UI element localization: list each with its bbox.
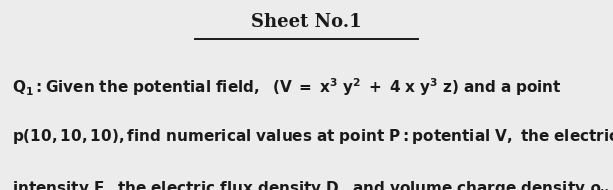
Text: $\mathbf{Q_1}$$\mathbf{:Given\ the\ potential\ field,\ \ (V\ =\ x^3\ y^2\ +\ 4\ : $\mathbf{Q_1}$$\mathbf{:Given\ the\ pote… <box>12 76 562 98</box>
Text: $\mathbf{p(10,10,10),find\ numerical\ values\ at\ point\ P:potential\ V,\ the\ e: $\mathbf{p(10,10,10),find\ numerical\ va… <box>12 127 613 146</box>
Text: Sheet No.1: Sheet No.1 <box>251 13 362 31</box>
Text: $\mathbf{intensity\ E,\ the\ electric\ flux\ density\ D\ ,and\ volume\ charge\ d: $\mathbf{intensity\ E,\ the\ electric\ f… <box>12 179 613 190</box>
